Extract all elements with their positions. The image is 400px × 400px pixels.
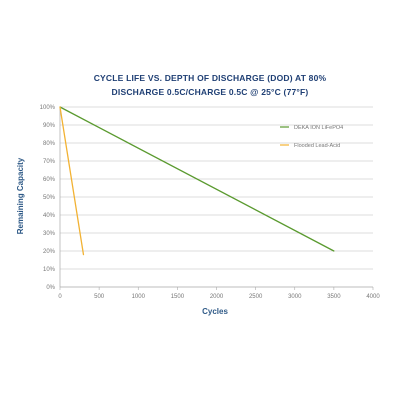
x-tick-label: 1500 [171, 294, 185, 300]
legend-label-1: Flooded Lead-Acid [294, 143, 340, 149]
y-axis-title: Remaining Capacity [16, 157, 25, 234]
y-tick-label: 10% [43, 267, 56, 273]
plot-series [59, 106, 335, 256]
x-axis-title: Cycles [202, 307, 228, 316]
y-tick-label: 30% [43, 231, 56, 237]
legend: DEKA ION LiFePO4 Flooded Lead-Acid [280, 125, 343, 149]
y-tick-label: 100% [40, 105, 56, 111]
y-tick-label: 0% [46, 285, 55, 291]
x-tick-label: 4000 [366, 294, 380, 300]
grid-lines [59, 106, 373, 288]
x-tick-label: 1000 [132, 294, 146, 300]
x-tick-label: 2500 [249, 294, 263, 300]
x-tick-label: 3000 [288, 294, 302, 300]
y-axis: 0% 10% 20% 30% 40% 50% 60% 70% 80% 90% 100% [40, 105, 56, 291]
y-tick-label: 90% [43, 123, 56, 129]
chart-title-line-2: DISCHARGE 0.5C/CHARGE 0.5C @ 25°C (77°F) [112, 87, 309, 97]
x-tick-label: 3500 [327, 294, 341, 300]
legend-label-0: DEKA ION LiFePO4 [294, 125, 343, 131]
y-tick-label: 70% [43, 159, 56, 165]
y-tick-label: 80% [43, 141, 56, 147]
y-tick-label: 40% [43, 213, 56, 219]
series-line-0 [59, 106, 335, 252]
x-tick-label: 0 [58, 294, 62, 300]
x-tick-label: 500 [94, 294, 105, 300]
x-axis: 0 500 1000 1500 2000 2500 3000 3500 4000 [58, 287, 380, 300]
y-tick-label: 50% [43, 195, 56, 201]
y-tick-label: 60% [43, 177, 56, 183]
chart-title-line-1: CYCLE LIFE VS. DEPTH OF DISCHARGE (DOD) … [94, 73, 327, 83]
series-line-1 [59, 106, 85, 256]
x-tick-label: 2000 [210, 294, 224, 300]
y-tick-label: 20% [43, 249, 56, 255]
